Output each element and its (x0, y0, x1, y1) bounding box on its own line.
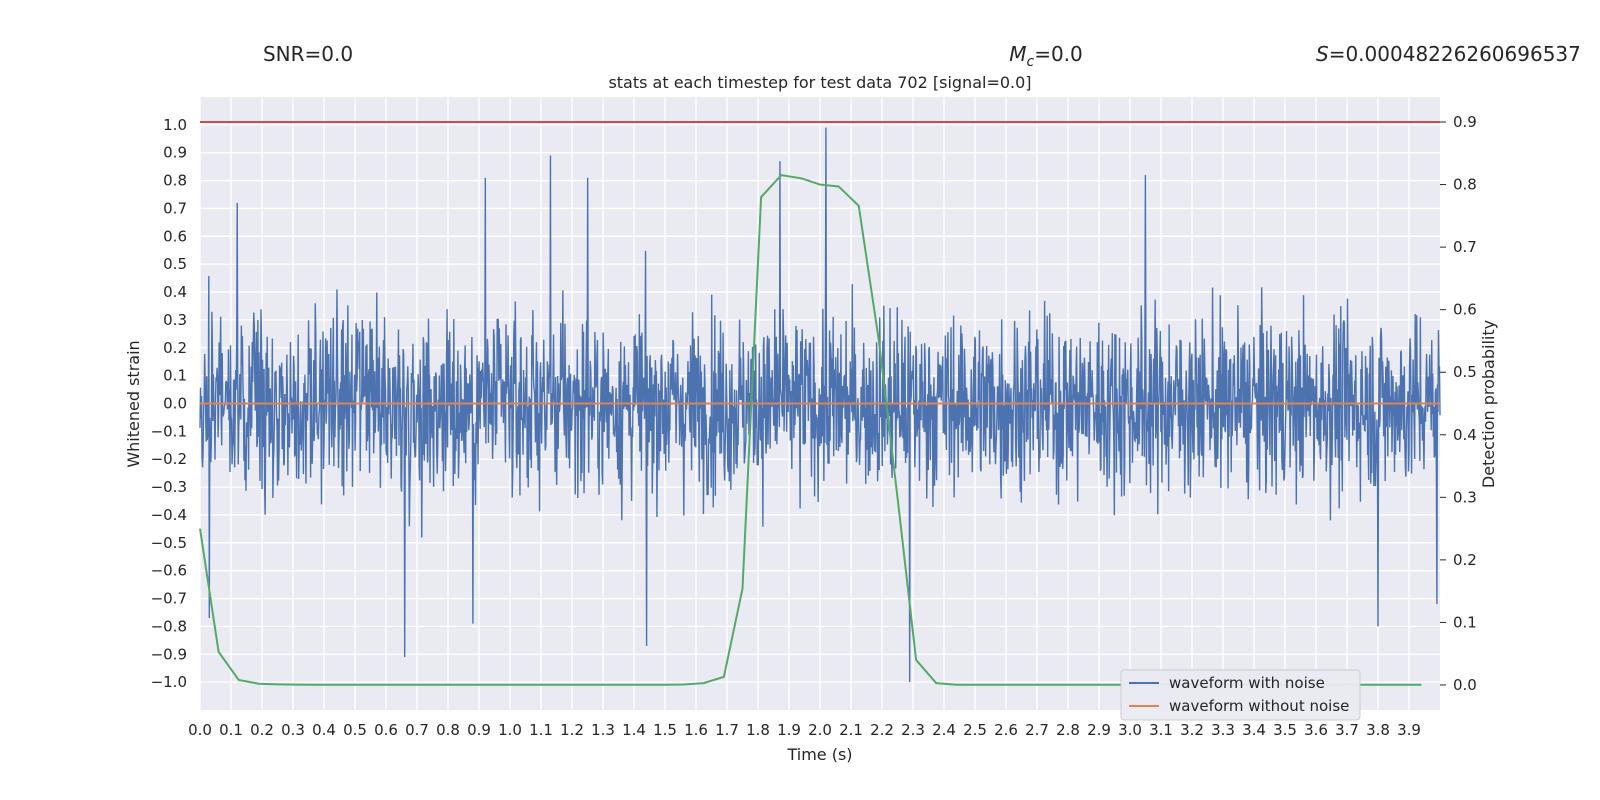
x-tick-label: 1.0 (498, 721, 522, 739)
x-tick-label: 3.7 (1335, 721, 1359, 739)
y-right-tick-label: 0.4 (1453, 426, 1477, 444)
y-left-tick-label: 0.3 (163, 311, 187, 329)
x-tick-label: 0.9 (467, 721, 491, 739)
x-tick-label: 1.3 (591, 721, 615, 739)
legend-label-without-noise: waveform without noise (1169, 697, 1349, 715)
x-tick-label: 1.5 (653, 721, 677, 739)
y-left-tick-label: −0.4 (151, 506, 187, 524)
legend-box (1120, 669, 1361, 721)
x-tick-label: 1.1 (529, 721, 553, 739)
x-tick-label: 2.5 (963, 721, 987, 739)
y-left-tick-label: −0.1 (151, 422, 187, 440)
y-axis-right-label: Detection probability (1479, 320, 1498, 488)
statistic-label: S=0.00048226260696537 (1316, 42, 1581, 66)
x-tick-label: 0.7 (405, 721, 429, 739)
x-tick-label: 0.0 (188, 721, 212, 739)
y-axis-left-ticks: 1.0 0.9 0.8 0.7 0.6 0.5 0.4 0.3 0.2 0.1 0.0 −0.1 −0.… (151, 116, 187, 691)
y-left-tick-label: 0.4 (163, 283, 187, 301)
y-right-tick-label: 0.2 (1453, 551, 1477, 569)
y-left-tick-label: 0.1 (163, 367, 187, 385)
x-tick-label: 3.6 (1304, 721, 1328, 739)
y-left-tick-label: 0.6 (163, 227, 187, 245)
x-tick-label: 1.9 (777, 721, 801, 739)
y-left-tick-label: −0.7 (151, 590, 187, 608)
x-tick-label: 1.6 (684, 721, 708, 739)
x-tick-label: 2.6 (994, 721, 1018, 739)
y-left-tick-label: −0.5 (151, 534, 187, 552)
y-right-tick-label: 0.6 (1453, 301, 1477, 319)
x-tick-label: 0.8 (436, 721, 460, 739)
y-left-tick-label: 0.0 (163, 395, 187, 413)
x-tick-label: 0.4 (312, 721, 336, 739)
x-tick-label: 0.5 (343, 721, 367, 739)
x-tick-label: 1.4 (622, 721, 646, 739)
y-right-tick-label: 0.5 (1453, 363, 1477, 381)
x-tick-label: 3.9 (1397, 721, 1421, 739)
x-tick-label: 2.7 (1025, 721, 1049, 739)
legend-label-with-noise: waveform with noise (1169, 674, 1325, 692)
y-left-tick-label: 0.2 (163, 339, 187, 357)
x-tick-label: 2.3 (901, 721, 925, 739)
chirp-mass-label: Mc=0.0 (1009, 42, 1083, 70)
x-tick-label: 0.6 (374, 721, 398, 739)
y-right-tick-label: 0.0 (1453, 676, 1477, 694)
y-left-tick-label: 1.0 (163, 116, 187, 134)
x-tick-label: 3.1 (1149, 721, 1173, 739)
x-tick-label: 2.4 (932, 721, 956, 739)
y-right-tick-label: 0.3 (1453, 488, 1477, 506)
legend: waveform with noise waveform without noi… (1120, 669, 1361, 721)
y-right-tick-label: 0.1 (1453, 613, 1477, 631)
x-tick-label: 3.4 (1242, 721, 1266, 739)
x-tick-label: 1.7 (715, 721, 739, 739)
y-left-tick-label: −0.3 (151, 478, 187, 496)
x-tick-label: 3.5 (1273, 721, 1297, 739)
x-tick-label: 3.2 (1180, 721, 1204, 739)
x-tick-label: 3.3 (1211, 721, 1235, 739)
x-axis-ticks: 0.0 0.1 0.2 0.3 0.4 0.5 0.6 0.7 0.8 0.9 1.0 1.1 1.2 1… (188, 721, 1421, 739)
waveform-with-noise-line (199, 127, 1441, 683)
y-axis-left-label: Whitened strain (124, 340, 143, 467)
y-left-tick-label: 0.8 (163, 172, 187, 190)
x-tick-label: 2.9 (1087, 721, 1111, 739)
y-left-tick-label: −0.6 (151, 562, 187, 580)
x-tick-label: 1.2 (560, 721, 584, 739)
snr-label: SNR=0.0 (263, 42, 353, 66)
y-right-tick-label: 0.7 (1453, 238, 1477, 256)
y-right-tick-label: 0.8 (1453, 176, 1477, 194)
x-tick-label: 0.2 (250, 721, 274, 739)
y-left-tick-label: −0.9 (151, 645, 187, 663)
x-tick-label: 3.0 (1118, 721, 1142, 739)
y-left-tick-label: 0.7 (163, 199, 187, 217)
x-tick-label: 2.8 (1056, 721, 1080, 739)
x-tick-label: 2.1 (839, 721, 863, 739)
x-tick-label: 3.8 (1366, 721, 1390, 739)
y-left-tick-label: −0.2 (151, 450, 187, 468)
x-axis-label: Time (s) (786, 745, 852, 764)
chart-title: stats at each timestep for test data 702… (608, 73, 1031, 92)
waveform-with-noise-series (199, 127, 1441, 683)
x-tick-label: 2.0 (808, 721, 832, 739)
x-tick-label: 0.3 (281, 721, 305, 739)
y-axis-right-ticks: 0.9 0.8 0.7 0.6 0.5 0.4 0.3 0.2 0.1 0.0 (1440, 113, 1477, 694)
x-tick-label: 1.8 (746, 721, 770, 739)
x-tick-label: 2.2 (870, 721, 894, 739)
y-right-tick-label: 0.9 (1453, 113, 1477, 131)
y-left-tick-label: 0.9 (163, 144, 187, 162)
y-left-tick-label: −1.0 (151, 673, 187, 691)
y-left-tick-label: −0.8 (151, 617, 187, 635)
x-tick-label: 0.1 (219, 721, 243, 739)
y-left-tick-label: 0.5 (163, 255, 187, 273)
